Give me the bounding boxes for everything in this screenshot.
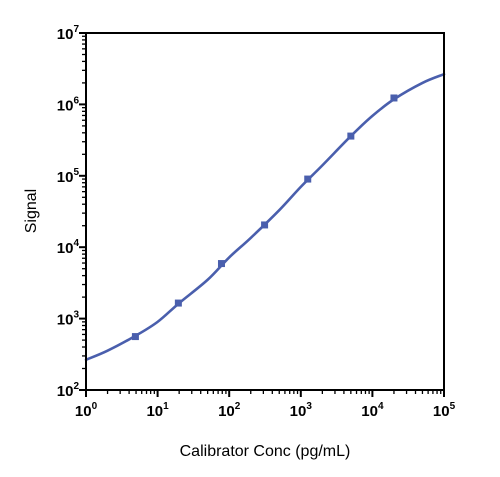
- x-tick-label: 101: [146, 401, 169, 420]
- y-tick-label: 107: [57, 24, 80, 43]
- y-tick-label: 102: [57, 381, 80, 400]
- data-point-marker: [347, 132, 355, 140]
- fit-curve-line: [84, 72, 446, 362]
- x-tick-label: 102: [218, 401, 241, 420]
- data-point-marker: [390, 94, 398, 102]
- y-tick-label: 104: [57, 238, 80, 257]
- data-point-marker: [304, 175, 312, 183]
- x-tick-label: 100: [75, 401, 98, 420]
- y-axis-label: Signal: [23, 189, 40, 233]
- data-point-marker: [217, 260, 225, 268]
- data-points-layer: [131, 94, 398, 341]
- fit-curve-layer: [84, 72, 446, 362]
- y-tick-label: 105: [57, 167, 80, 186]
- data-point-marker: [174, 299, 182, 307]
- y-tick-label: 106: [57, 95, 80, 114]
- y-tick-label: 103: [57, 310, 80, 329]
- x-axis-label: Calibrator Conc (pg/mL): [180, 443, 351, 460]
- plot-frame: [85, 32, 445, 391]
- x-tick-label: 105: [433, 401, 456, 420]
- x-tick-label: 103: [290, 401, 313, 420]
- data-point-marker: [261, 221, 269, 229]
- x-tick-label: 104: [361, 401, 384, 420]
- axis-ticks-layer: 100 101 102 103 104 105 102 103 104 105 106 107: [57, 24, 456, 420]
- data-point-marker: [131, 333, 139, 341]
